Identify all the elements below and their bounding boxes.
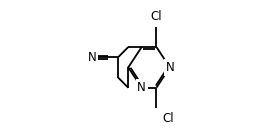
Text: Cl: Cl	[151, 10, 162, 23]
Text: Cl: Cl	[162, 112, 174, 125]
Text: N: N	[88, 51, 96, 64]
Text: N: N	[166, 61, 174, 74]
Text: N: N	[137, 81, 146, 94]
